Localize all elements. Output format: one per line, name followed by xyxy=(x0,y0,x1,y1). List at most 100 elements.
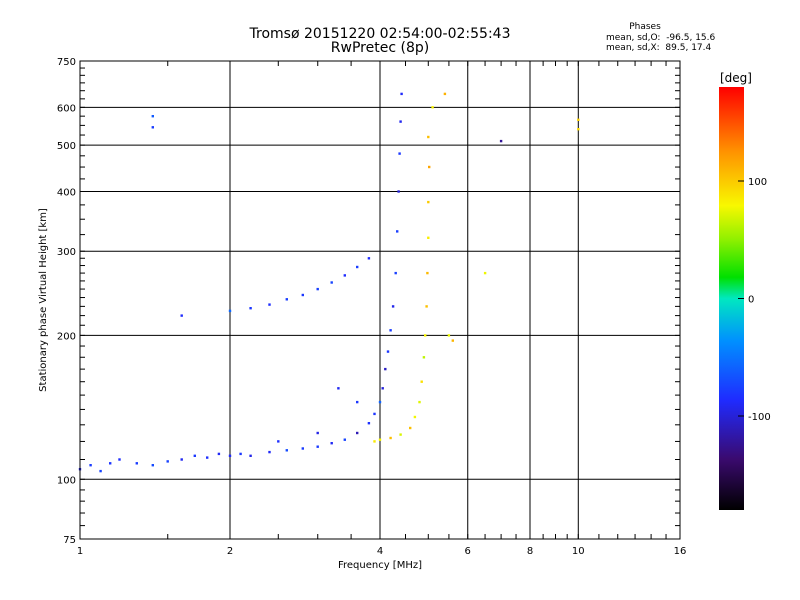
colorbar-tick-label: 0 xyxy=(748,295,754,306)
data-point-o xyxy=(277,440,280,443)
data-point-o xyxy=(268,303,271,306)
data-point-x xyxy=(427,200,430,204)
data-point-o xyxy=(400,92,403,96)
phase-stats-heading: Phases xyxy=(629,22,661,32)
data-point-o xyxy=(381,387,384,390)
data-point-x xyxy=(409,426,412,430)
y-tick-label: 200 xyxy=(57,331,76,342)
data-point-o xyxy=(228,454,232,457)
x-tick-label: 2 xyxy=(227,546,233,557)
data-point-o xyxy=(398,152,401,155)
data-point-o xyxy=(316,431,319,435)
x-tick-label: 4 xyxy=(377,546,383,557)
data-point-x xyxy=(425,305,428,308)
data-point-o xyxy=(343,274,346,277)
data-point-o xyxy=(330,442,333,445)
data-point-o xyxy=(378,400,382,404)
data-point-x xyxy=(451,339,454,342)
colorbar-tick-label: 100 xyxy=(748,177,767,188)
data-point-o xyxy=(249,454,252,457)
colorbar-ticks: 100 0 -100 xyxy=(738,177,771,423)
data-point-x xyxy=(427,135,430,139)
data-point-o xyxy=(301,293,304,297)
data-point-o xyxy=(268,450,271,454)
chart-title: Tromsø 20151220 02:54:00-02:55:43 xyxy=(249,26,511,42)
chart-subtitle: RwPretec (8p) xyxy=(330,40,430,56)
data-point-o xyxy=(316,287,319,291)
y-tick-label: 600 xyxy=(57,103,76,114)
grid-lines xyxy=(79,60,681,540)
data-point-x xyxy=(431,106,434,109)
x-tick-label: 1 xyxy=(77,546,83,557)
data-point-x xyxy=(577,128,580,131)
data-point-x xyxy=(399,433,402,436)
x-tick-label: 6 xyxy=(465,546,471,557)
data-point-o xyxy=(373,412,376,416)
data-point-o xyxy=(356,400,359,404)
data-point-x xyxy=(443,92,447,96)
data-point-x xyxy=(373,440,376,443)
data-point-o xyxy=(396,230,399,233)
data-point-x xyxy=(422,356,426,359)
data-points xyxy=(78,92,580,473)
data-point-o xyxy=(330,281,333,284)
data-point-x xyxy=(577,118,580,121)
data-point-x xyxy=(389,436,392,440)
data-point-o xyxy=(89,464,92,467)
data-point-o xyxy=(118,458,121,461)
data-point-o xyxy=(249,307,252,310)
data-point-o xyxy=(394,271,397,275)
data-point-x xyxy=(378,438,382,441)
data-point-o xyxy=(397,190,400,193)
data-point-o xyxy=(166,460,169,463)
data-point-x xyxy=(413,415,417,419)
y-tick-label: 400 xyxy=(57,187,76,198)
data-point-o xyxy=(151,464,154,467)
data-point-o xyxy=(499,139,503,143)
data-point-x xyxy=(418,400,421,404)
data-point-x xyxy=(447,334,451,337)
y-tick-label: 100 xyxy=(57,475,76,486)
data-point-o xyxy=(316,445,319,448)
x-axis-label: Frequency [MHz] xyxy=(338,560,422,571)
data-point-o xyxy=(384,367,387,371)
data-point-o xyxy=(389,329,392,332)
data-point-o xyxy=(301,447,304,450)
data-point-o xyxy=(228,309,232,313)
colorbar-tick-label: -100 xyxy=(748,412,771,423)
data-point-x xyxy=(428,165,431,169)
data-point-o xyxy=(151,126,154,129)
data-point-o xyxy=(99,469,102,473)
data-point-x xyxy=(483,271,487,275)
data-point-o xyxy=(399,120,402,123)
x-tick-label: 10 xyxy=(572,546,585,557)
data-point-o xyxy=(356,265,359,269)
data-point-x xyxy=(424,334,427,337)
data-point-o xyxy=(135,462,138,465)
data-point-o xyxy=(367,257,371,260)
data-point-o xyxy=(285,449,288,452)
data-point-o xyxy=(217,452,221,456)
data-point-o xyxy=(367,422,371,425)
data-point-o xyxy=(356,431,359,435)
data-point-o xyxy=(180,314,183,317)
data-point-o xyxy=(151,115,154,118)
data-point-o xyxy=(343,438,346,441)
y-axis-label: Stationary phase Virtual Height [km] xyxy=(38,208,49,392)
y-tick-label: 500 xyxy=(57,141,76,152)
axes: 1 2 4 6 8 10 16 750 600 500 400 300 200 100 75 xyxy=(57,57,686,557)
phase-stats-x: mean, sd,X: 89.5, 17.4 xyxy=(606,43,712,53)
colorbar-unit-label: [deg] xyxy=(720,71,752,85)
phase-stats-o: mean, sd,O: -96.5, 15.6 xyxy=(606,33,716,43)
data-point-o xyxy=(180,458,183,461)
data-point-o xyxy=(206,456,209,459)
y-tick-label: 750 xyxy=(57,57,76,68)
data-point-o xyxy=(386,350,390,353)
data-point-o xyxy=(391,305,395,308)
data-point-o xyxy=(337,387,340,390)
data-point-x xyxy=(427,236,430,239)
data-point-x xyxy=(420,380,423,383)
x-tick-label: 8 xyxy=(527,546,533,557)
y-tick-label: 300 xyxy=(57,247,76,258)
